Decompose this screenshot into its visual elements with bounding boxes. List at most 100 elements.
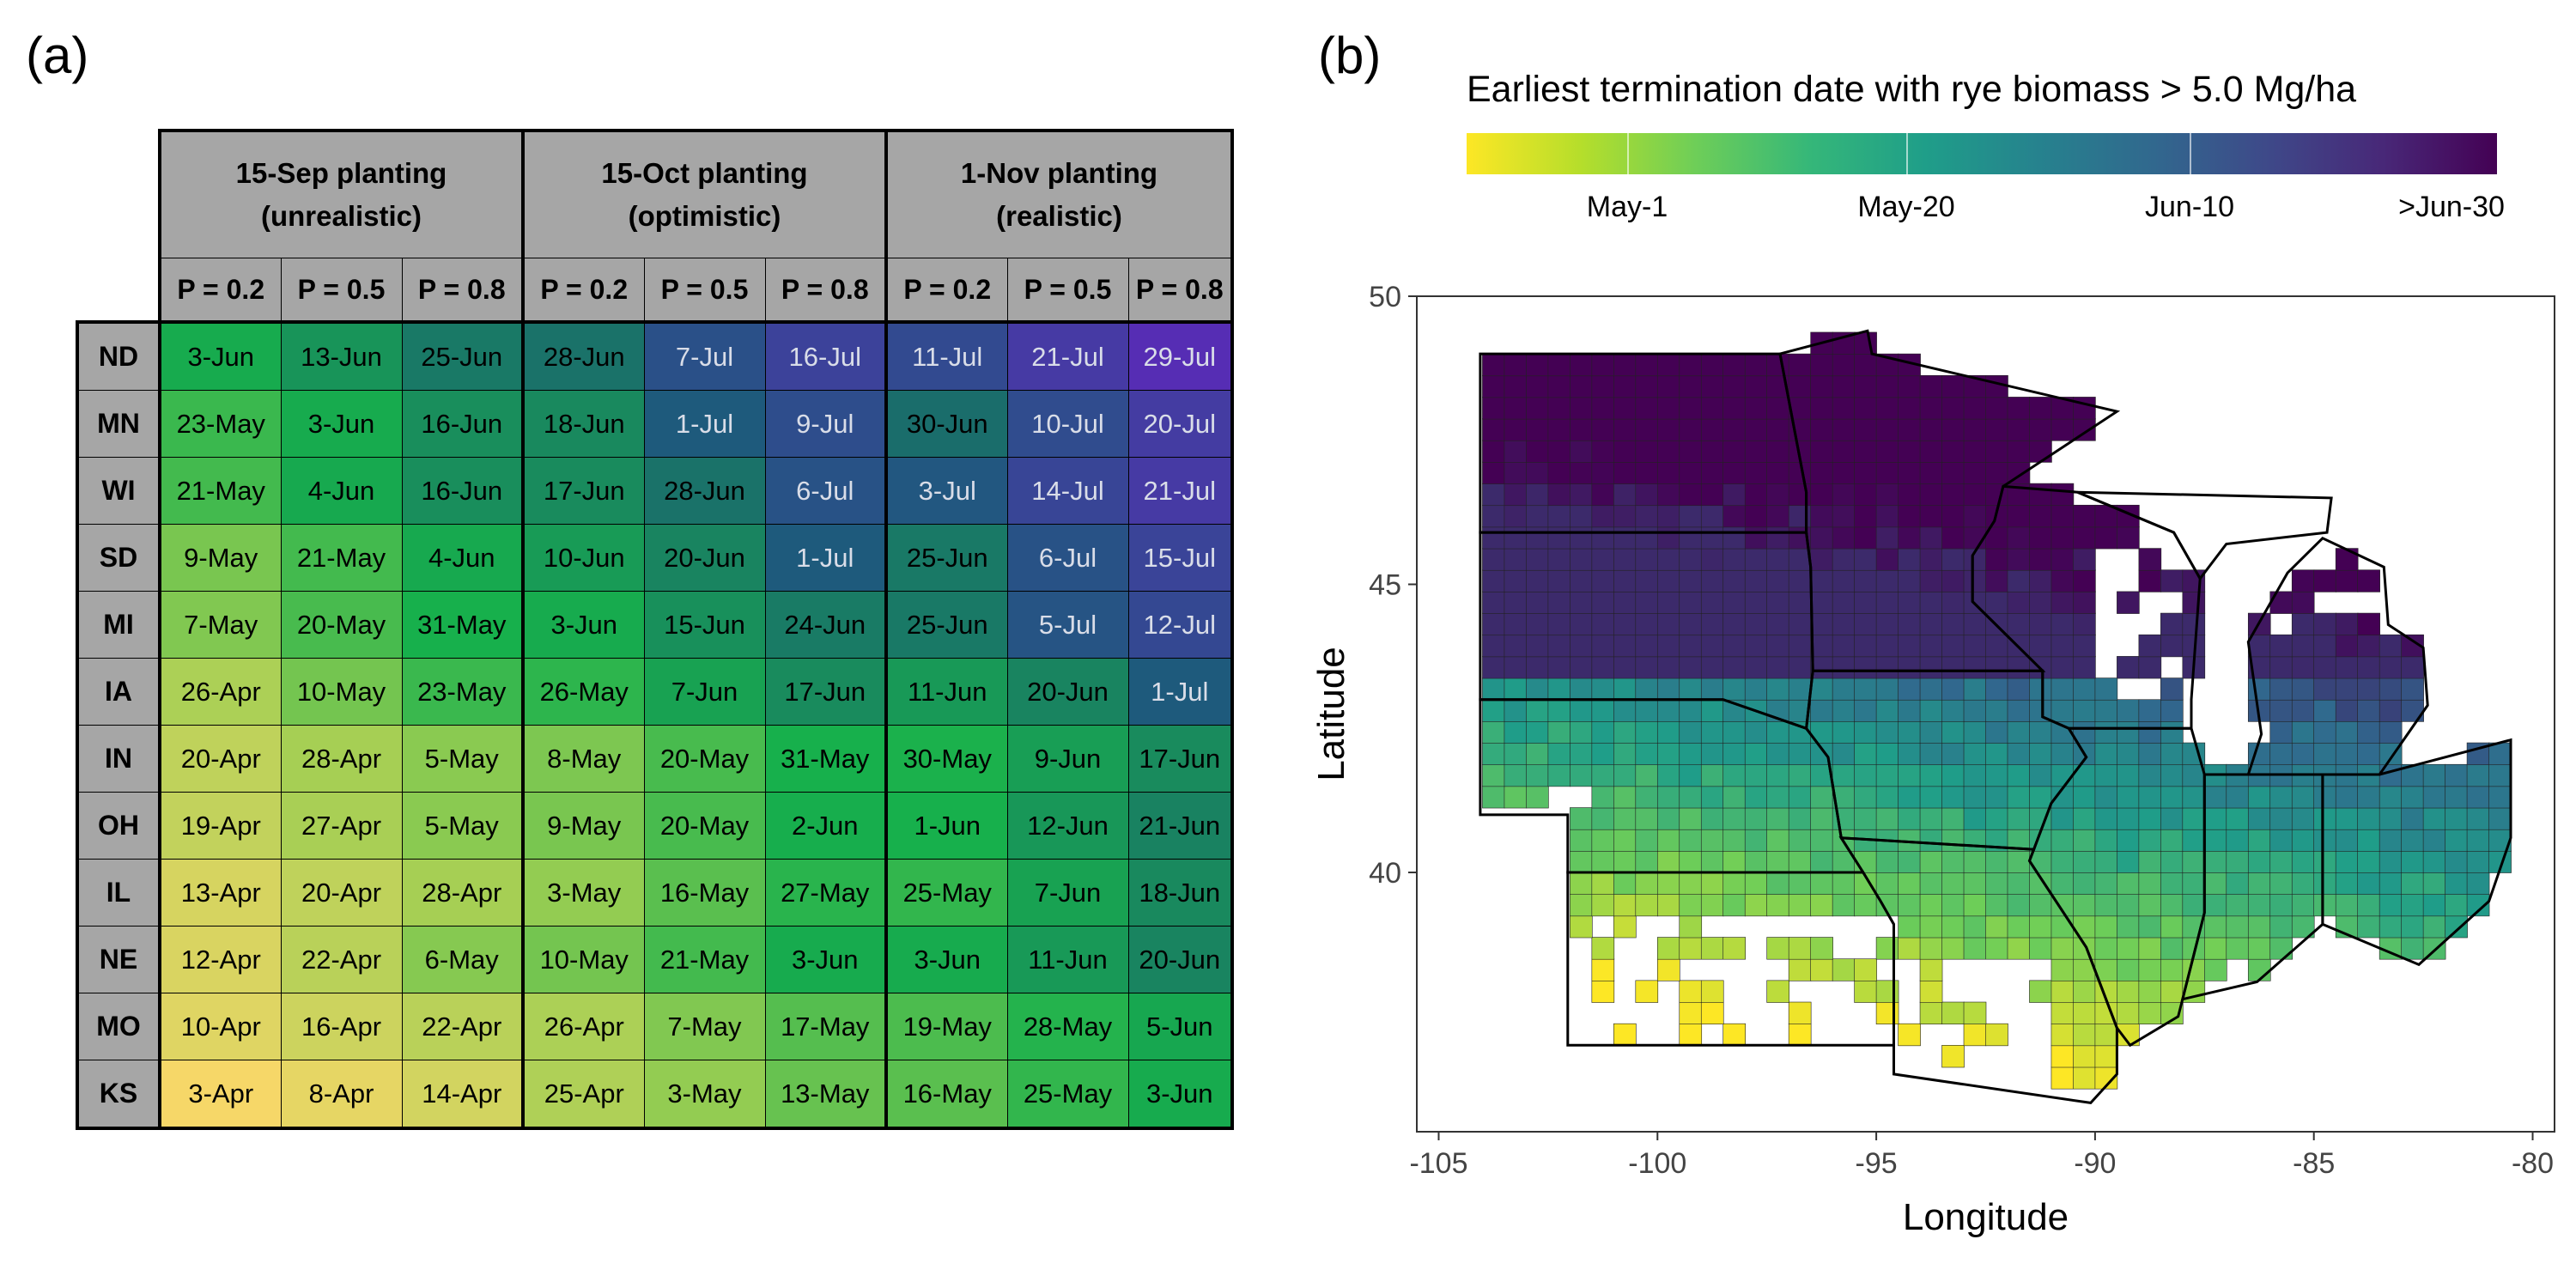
date-cell: 21-May: [280, 524, 403, 592]
county-cell: [1963, 591, 1987, 614]
county-cell: [1656, 461, 1680, 484]
x-tick-label: -95: [1856, 1147, 1898, 1180]
county-cell: [2117, 526, 2140, 550]
state-outline-wi: [1971, 484, 2202, 730]
county-cell: [1679, 656, 1703, 679]
county-cell: [1526, 418, 1549, 441]
county-cell: [1810, 504, 1833, 528]
county-cell: [2247, 850, 2271, 873]
county-cell: [1919, 742, 1943, 766]
date-cell: 9-Jul: [764, 390, 887, 458]
county-cell: [1613, 893, 1637, 917]
county-cell: [1832, 548, 1856, 571]
county-cell: [2379, 850, 2403, 873]
county-cell: [1985, 829, 2008, 852]
county-cell: [1700, 829, 1724, 852]
county-cell: [2357, 763, 2380, 787]
county-cell: [2007, 807, 2031, 830]
date-cell: 9-May: [158, 524, 282, 592]
county-cell: [2050, 786, 2075, 809]
county-cell: [1766, 483, 1789, 507]
county-cell: [1679, 829, 1703, 852]
county-cell: [2029, 742, 2052, 766]
county-cell: [1482, 353, 1505, 377]
county-cell: [1722, 786, 1747, 809]
county-cell: [2488, 742, 2512, 766]
county-cell: [1919, 483, 1943, 507]
date-cell: 10-Jul: [1006, 390, 1129, 458]
county-cell: [1591, 958, 1615, 981]
county-cell: [1679, 742, 1703, 766]
county-cell: [2029, 720, 2052, 744]
county-cell: [1504, 634, 1528, 658]
county-cell: [2401, 786, 2424, 809]
county-cell: [2094, 1066, 2118, 1090]
county-cell: [1941, 483, 1965, 507]
county-cell: [2379, 893, 2403, 917]
county-cell: [1656, 742, 1680, 766]
county-cell: [1722, 807, 1747, 830]
county-cell: [1854, 548, 1877, 571]
county-cell: [2073, 418, 2096, 441]
county-cell: [1744, 786, 1768, 809]
county-cell: [1722, 526, 1747, 550]
probability-header: P = 0.2: [158, 258, 282, 323]
county-cell: [1547, 461, 1571, 484]
date-cell: 20-Apr: [280, 859, 403, 927]
county-cell: [2073, 397, 2096, 420]
county-cell: [1504, 526, 1528, 550]
county-cell: [1985, 591, 2008, 614]
county-cell: [2160, 786, 2184, 809]
county-cell: [2007, 504, 2031, 528]
county-cell: [2029, 893, 2052, 917]
county-cell: [1766, 353, 1789, 377]
county-cell: [1788, 504, 1812, 528]
county-cell: [1766, 418, 1789, 441]
legend-color-bar: [1467, 133, 2497, 174]
probability-header: P = 0.5: [643, 258, 766, 323]
county-cell: [1875, 397, 1899, 420]
county-cell: [1613, 418, 1637, 441]
county-cell: [1832, 353, 1856, 377]
county-cell: [2050, 591, 2075, 614]
county-cell: [1898, 440, 1921, 463]
county-cell: [2313, 720, 2336, 744]
county-cell: [1679, 720, 1703, 744]
county-cell: [2357, 677, 2380, 701]
state-label: MI: [76, 591, 161, 659]
county-cell: [1656, 893, 1680, 917]
county-cell: [1504, 786, 1528, 809]
county-cell: [2073, 699, 2096, 722]
county-cell: [2007, 677, 2031, 701]
county-cell: [2466, 872, 2490, 895]
county-cell: [1898, 872, 1921, 895]
state-label: IL: [76, 859, 161, 927]
county-cell: [1963, 461, 1987, 484]
date-cell: 11-Jun: [884, 658, 1008, 726]
county-cell: [1722, 699, 1747, 722]
county-cell: [1504, 763, 1528, 787]
county-cell: [2029, 656, 2052, 679]
county-cell: [1482, 397, 1505, 420]
county-cell: [1919, 634, 1943, 658]
county-cell: [2247, 893, 2271, 917]
county-cell: [2335, 850, 2359, 873]
legend-tick: [1906, 133, 1908, 174]
date-cell: 18-Jun: [1127, 859, 1234, 927]
legend-label: >Jun-30: [2398, 191, 2505, 223]
county-cell: [1547, 440, 1571, 463]
date-cell: 29-Jul: [1127, 320, 1234, 391]
county-cell: [1656, 634, 1680, 658]
county-cell: [2204, 915, 2227, 939]
county-cell: [1810, 569, 1833, 592]
county-cell: [1919, 656, 1943, 679]
date-cell: 4-Jun: [401, 524, 524, 592]
county-cell: [1919, 504, 1943, 528]
county-cell: [1526, 397, 1549, 420]
county-cell: [2182, 742, 2206, 766]
county-cell: [1700, 504, 1724, 528]
county-cell: [1788, 548, 1812, 571]
county-cell: [1700, 418, 1724, 441]
county-cell: [1482, 591, 1505, 614]
county-cell: [1679, 418, 1703, 441]
